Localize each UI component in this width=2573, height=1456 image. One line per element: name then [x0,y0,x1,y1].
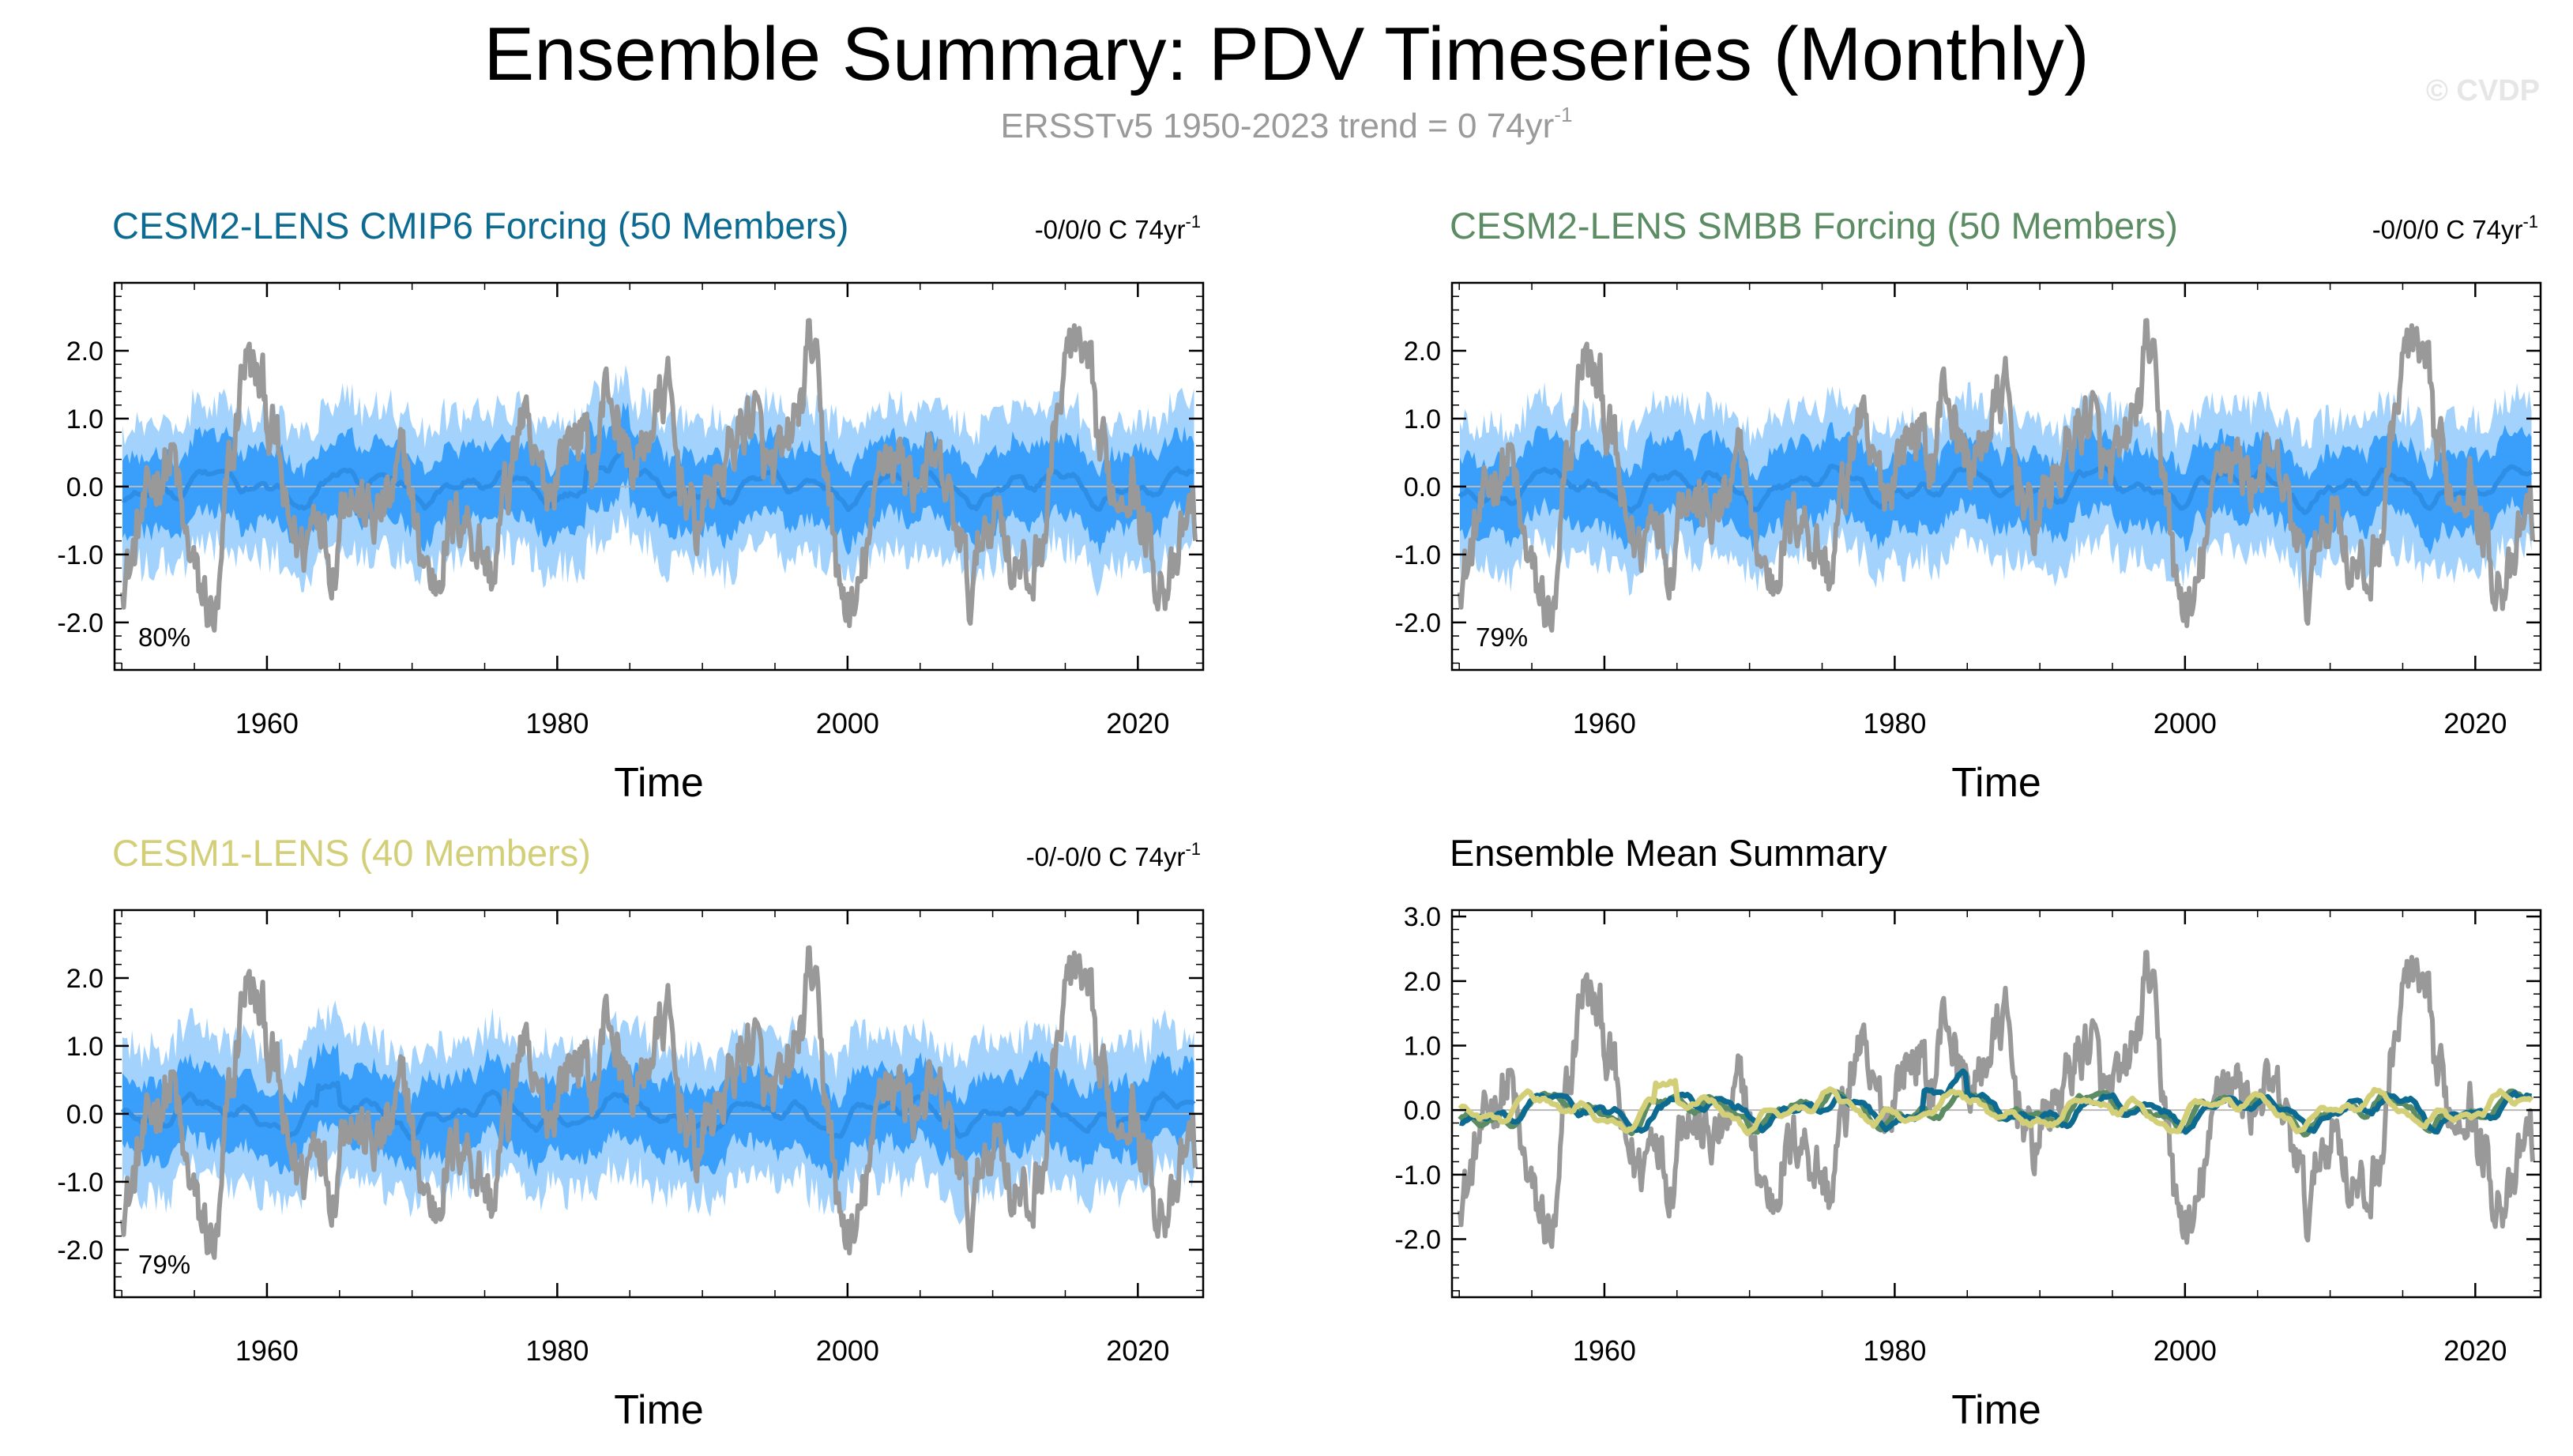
y-tick-label: -2.0 [1394,608,1441,638]
y-tick-label: 0.0 [66,472,103,502]
x-tick-label: 1980 [1863,1334,1926,1367]
y-tick-label: -2.0 [57,608,103,638]
x-axis-label: Time [1951,1387,2041,1433]
y-tick-label: 2.0 [66,964,103,994]
plot-area [115,945,1203,1260]
panel-title: CESM2-LENS CMIP6 Forcing (50 Members) [112,205,848,246]
cvdp-watermark: © CVDP [2425,74,2540,107]
ensemble-mean-line [1458,463,2534,515]
panel-cesm2-smbb: CESM2-LENS SMBB Forcing (50 Members) -0/0… [1394,205,2542,806]
observation-line [120,945,1198,1260]
mean-line-cesm2-lens-cmip6-forcing [1459,1068,2532,1135]
mean-line-cesm1-lens [1458,1078,2534,1137]
observation-line [1458,950,2535,1249]
y-tick-label: 3.0 [1404,902,1441,932]
y-tick-label: 0.0 [1404,1096,1441,1126]
panel-ensemble-mean-summary: Ensemble Mean Summary 3.0 2.0 1.0 0.0 -1.0 -2.… [1394,832,2542,1433]
panel-title: Ensemble Mean Summary [1450,832,1887,874]
y-tick-label: 2.0 [66,337,103,367]
y-tick-label: -2.0 [57,1236,103,1266]
plot-area [1452,318,2541,633]
y-tick-label: -1.0 [1394,1161,1441,1191]
percent-label: 79% [138,1250,190,1279]
panel-cesm2-cmip6: CESM2-LENS CMIP6 Forcing (50 Members) -0/… [57,205,1205,806]
y-tick-label: 1.0 [66,1032,103,1062]
y-tick-label: 2.0 [1404,967,1441,997]
x-tick-label: 1980 [525,1334,589,1367]
x-tick-label: 2020 [1106,707,1169,739]
plot-frame [1450,909,2542,1299]
panel-title: CESM2-LENS SMBB Forcing (50 Members) [1450,205,2178,246]
y-tick-label: -1.0 [1394,540,1441,570]
panel-trend-label: -0/-0/0 C 74yr-1 [1026,839,1201,871]
x-tick-label: 1980 [1863,707,1926,739]
plot-frame [113,281,1205,672]
subtitle-text: ERSSTv5 1950-2023 trend = 0 74yr [1000,107,1555,145]
x-tick-label: 2000 [816,707,879,739]
x-tick-label: 1960 [235,1334,299,1367]
x-tick-label: 2000 [816,1334,879,1367]
y-tick-label: -1.0 [57,540,103,570]
percent-label: 80% [138,623,190,652]
plot-frame [113,909,1205,1299]
page-subtitle: ERSSTv5 1950-2023 trend = 0 74yr-1 [0,103,2573,146]
x-tick-label: 2000 [2154,707,2217,739]
y-tick-label: -1.0 [57,1168,103,1198]
panel-cesm1: CESM1-LENS (40 Members) -0/-0/0 C 74yr-1 7… [57,832,1205,1433]
panel-title: CESM1-LENS (40 Members) [112,832,591,874]
trend-superscript: -1 [1185,212,1201,231]
trend-text: -0/0/0 C 74yr [1035,215,1186,244]
y-tick-label: 1.0 [1404,1032,1441,1062]
x-tick-label: 2020 [2443,1334,2507,1367]
panel-trend-label: -0/0/0 C 74yr-1 [2372,212,2538,244]
x-axis-label: Time [1951,760,2041,806]
trend-superscript: -1 [1185,839,1201,859]
x-tick-label: 2000 [2154,1334,2217,1367]
observation-line [120,318,1198,633]
y-tick-label: 1.0 [1404,404,1441,435]
y-tick-label: 1.0 [66,404,103,435]
observation-line [1458,318,2535,633]
y-tick-label: 2.0 [1404,337,1441,367]
ensemble-mean-line [120,1080,1196,1142]
panel-trend-label: -0/0/0 C 74yr-1 [1035,212,1201,244]
x-tick-label: 1980 [525,707,589,739]
x-tick-label: 1960 [235,707,299,739]
y-tick-label: 0.0 [66,1100,103,1130]
x-tick-label: 2020 [1106,1334,1169,1367]
percent-label: 79% [1476,623,1528,652]
x-axis-label: Time [614,760,704,806]
plot-area [115,318,1203,633]
trend-text: -0/0/0 C 74yr [2372,215,2523,244]
x-tick-label: 1960 [1573,707,1636,739]
plot-frame [1450,281,2542,672]
trend-text: -0/-0/0 C 74yr [1026,842,1186,871]
page-title: Ensemble Summary: PDV Timeseries (Monthl… [483,12,2090,96]
x-axis-label: Time [614,1387,704,1433]
ensemble-mean-line [122,443,1194,513]
x-tick-label: 1960 [1573,1334,1636,1367]
trend-superscript: -1 [2522,212,2538,231]
y-tick-label: 0.0 [1404,472,1441,502]
x-tick-label: 2020 [2443,707,2507,739]
subtitle-superscript: -1 [1554,103,1573,126]
plot-area [1452,950,2541,1249]
y-tick-label: -2.0 [1394,1225,1441,1255]
